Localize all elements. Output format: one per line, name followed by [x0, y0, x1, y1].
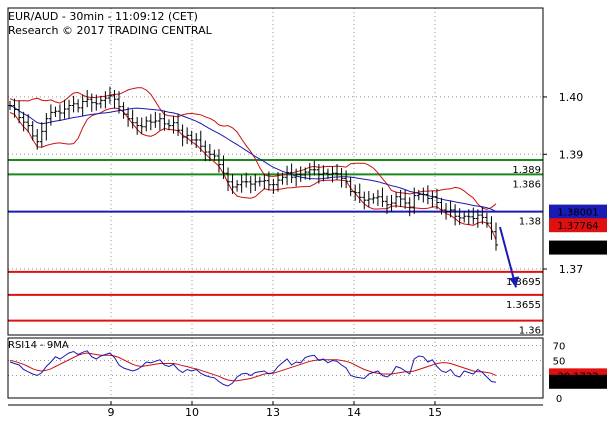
rsi-value-tag: 21.6115 — [557, 378, 598, 389]
price-tick-label: 1.39 — [559, 148, 584, 161]
forecast-arrow-head — [509, 276, 519, 288]
chart-credit: Research © 2017 TRADING CENTRAL — [8, 24, 213, 37]
forecast-arrow-shaft — [499, 226, 517, 288]
x-tick-label: 10 — [185, 406, 199, 419]
rsi-panel-frame — [7, 337, 544, 399]
price-panel-frame — [7, 7, 544, 336]
x-tick-label: 13 — [266, 406, 280, 419]
grid-layer: 1.40 1.39 1.37 9 10 13 14 15 — [8, 8, 583, 419]
level-label: 1.36 — [519, 326, 541, 337]
moving-average — [9, 105, 497, 212]
x-tick-label: 15 — [428, 406, 442, 419]
frame-layer — [7, 7, 544, 406]
candles-layer — [8, 86, 519, 288]
bands-layer — [9, 87, 497, 240]
rsi-layer: 70 50 0 — [8, 342, 566, 405]
price-value-tag-bg — [549, 218, 607, 233]
level-label: 1.3695 — [506, 277, 541, 288]
levels-layer: 1.389 1.386 1.38 1.3695 1.3655 1.36 — [8, 159, 543, 337]
chart-title: EUR/AUD - 30min - 11:09:12 (CET) — [8, 10, 198, 23]
x-tick-label: 14 — [347, 406, 361, 419]
rsi-ma-line — [9, 352, 497, 382]
rsi-tick-label: 0 — [556, 394, 562, 405]
rsi-tick-label: 50 — [553, 357, 566, 368]
price-value-tag: 1.37374 — [557, 244, 598, 255]
level-label: 1.38 — [519, 217, 541, 228]
price-tick-label: 1.40 — [559, 91, 584, 104]
price-value-tag-bg — [549, 204, 607, 219]
rsi-tick-label: 70 — [553, 342, 566, 353]
rsi-value-tag-bg — [549, 374, 607, 389]
level-label: 1.389 — [512, 165, 541, 176]
rsi-label: RSI14 - 9MA — [8, 340, 69, 351]
price-value-tag: 1.37764 — [557, 221, 598, 232]
level-label: 1.3655 — [506, 300, 541, 311]
price-tick-label: 1.37 — [559, 263, 584, 276]
price-value-tag: 1.38001 — [557, 208, 598, 219]
x-tick-label: 9 — [108, 406, 115, 419]
rsi-line — [9, 350, 497, 387]
bollinger-lower — [9, 107, 497, 240]
price-value-tag-bg — [549, 240, 607, 255]
level-label: 1.386 — [512, 179, 541, 190]
